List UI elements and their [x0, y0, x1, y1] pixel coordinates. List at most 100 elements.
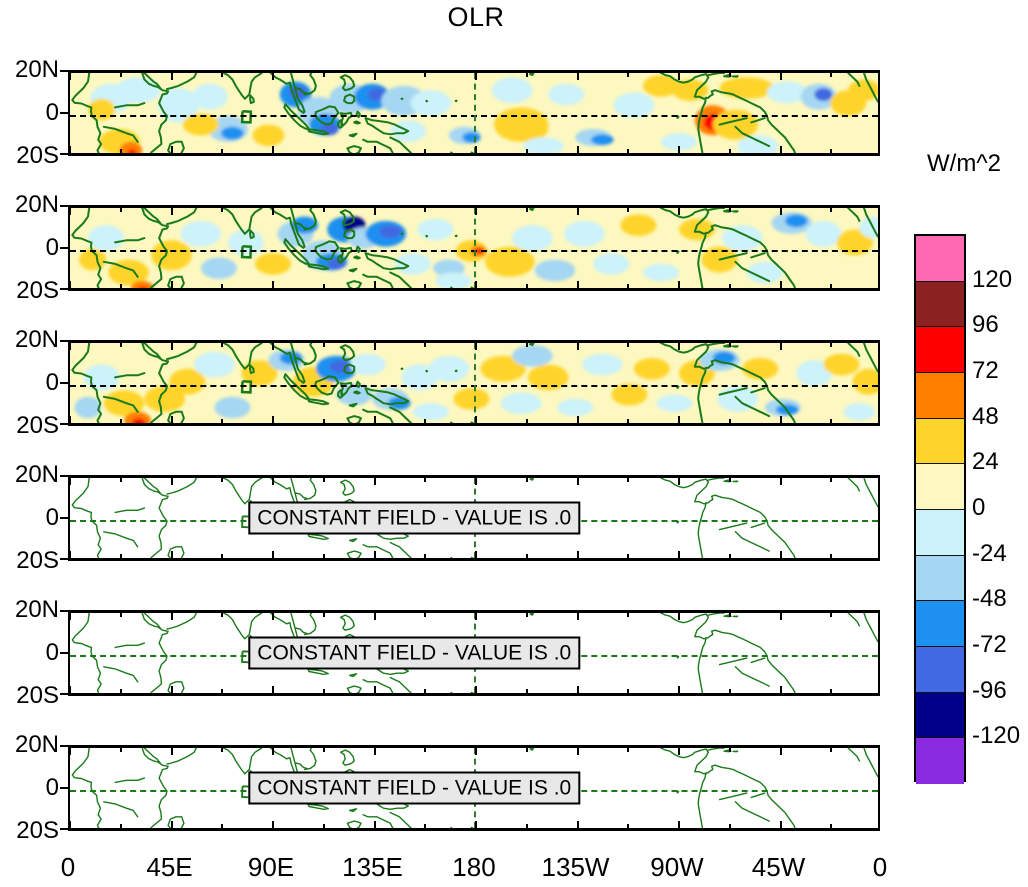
x-tick-mark	[830, 73, 833, 77]
x-tick-mark	[830, 689, 833, 693]
colorbar-segment-6	[916, 509, 964, 556]
x-tick-mark	[119, 73, 122, 77]
x-tick-mark	[830, 613, 833, 617]
x-tick-mark	[779, 748, 782, 755]
x-axis-label-4: 180	[452, 852, 496, 882]
x-tick-mark	[830, 343, 833, 347]
x-tick-mark	[576, 416, 579, 423]
x-tick-mark	[322, 748, 325, 752]
x-tick-mark	[170, 478, 173, 485]
y-axis-label-0: 0	[45, 774, 59, 801]
x-axis-label-3: 135E	[342, 852, 403, 882]
map-canvas-4[interactable]: CONSTANT FIELD - VALUE IS .0	[68, 475, 880, 561]
x-tick-mark	[272, 478, 274, 485]
colorbar-segment-11	[916, 738, 964, 784]
x-tick-mark	[272, 748, 274, 755]
colorbar-tick-2: 72	[972, 357, 999, 384]
x-tick-mark	[728, 554, 731, 558]
x-tick-mark	[373, 613, 376, 620]
y-tick-mark	[60, 247, 69, 249]
x-tick-mark	[322, 284, 325, 288]
x-tick-mark	[170, 343, 173, 350]
map-canvas-2[interactable]	[68, 205, 880, 291]
x-tick-mark	[475, 208, 477, 215]
x-tick-mark	[830, 824, 833, 828]
x-tick-mark	[627, 343, 630, 347]
colorbar-segment-3	[916, 372, 964, 419]
x-tick-mark	[576, 343, 579, 350]
x-tick-mark	[525, 613, 528, 617]
map-canvas-3[interactable]	[68, 340, 880, 426]
x-tick-mark	[728, 824, 731, 828]
x-tick-mark	[627, 554, 630, 558]
colorbar[interactable]	[914, 234, 966, 784]
x-tick-mark	[70, 281, 71, 288]
map-canvas-5[interactable]: CONSTANT FIELD - VALUE IS .0	[68, 610, 880, 696]
x-tick-mark	[576, 478, 579, 485]
x-tick-mark	[779, 208, 782, 215]
x-tick-mark	[576, 73, 579, 80]
x-tick-mark	[272, 146, 274, 153]
x-tick-mark	[373, 551, 376, 558]
x-tick-mark	[678, 343, 680, 350]
x-tick-mark	[525, 554, 528, 558]
x-tick-mark	[373, 281, 376, 288]
x-tick-mark	[373, 343, 376, 350]
y-tick-mark	[60, 205, 69, 207]
dateline-marker	[474, 343, 476, 423]
colorbar-segment-8	[916, 601, 964, 647]
x-tick-mark	[70, 343, 71, 350]
x-tick-mark	[70, 146, 71, 153]
x-tick-mark	[322, 208, 325, 212]
x-tick-mark	[525, 343, 528, 347]
x-tick-mark	[70, 686, 71, 693]
x-tick-mark	[576, 281, 579, 288]
x-tick-mark	[525, 284, 528, 288]
x-tick-mark	[221, 419, 224, 423]
x-tick-mark	[678, 748, 680, 755]
x-tick-mark	[272, 551, 274, 558]
x-tick-mark	[322, 824, 325, 828]
x-tick-mark	[373, 748, 376, 755]
y-axis-label-0: 0	[45, 369, 59, 396]
x-tick-mark	[830, 208, 833, 212]
x-tick-mark	[779, 146, 782, 153]
colorbar-segment-7	[916, 555, 964, 602]
x-tick-mark	[728, 419, 731, 423]
x-tick-mark	[678, 551, 680, 558]
x-tick-mark	[779, 613, 782, 620]
panel-header-1	[68, 41, 880, 68]
x-tick-mark	[678, 478, 680, 485]
x-tick-mark	[475, 343, 477, 350]
constant-field-note: CONSTANT FIELD - VALUE IS .0	[248, 636, 581, 670]
x-axis-label-6: 90W	[650, 852, 704, 882]
x-tick-mark	[576, 208, 579, 215]
x-tick-mark	[475, 613, 477, 620]
x-tick-mark	[475, 146, 477, 153]
x-tick-mark	[424, 748, 427, 752]
y-tick-mark	[60, 382, 69, 384]
x-axis-label-1: 45E	[146, 852, 193, 882]
x-tick-mark	[170, 281, 173, 288]
x-tick-mark	[170, 821, 173, 828]
x-tick-mark	[728, 689, 731, 693]
x-tick-mark	[170, 748, 173, 755]
x-tick-mark	[119, 824, 122, 828]
map-canvas-1[interactable]	[68, 70, 880, 156]
x-tick-mark	[272, 821, 274, 828]
x-tick-mark	[525, 478, 528, 482]
panel-header-4	[68, 446, 880, 473]
x-tick-mark	[424, 343, 427, 347]
map-canvas-6[interactable]: CONSTANT FIELD - VALUE IS .0	[68, 745, 880, 831]
x-tick-mark	[728, 208, 731, 212]
x-tick-mark	[119, 149, 122, 153]
x-tick-mark	[70, 416, 71, 423]
x-tick-mark	[779, 478, 782, 485]
panel-header-2	[68, 176, 880, 203]
x-tick-mark	[424, 478, 427, 482]
y-tick-mark	[60, 828, 69, 830]
x-tick-mark	[627, 689, 630, 693]
x-tick-mark	[779, 821, 782, 828]
y-axis-label-20s: 20S	[16, 547, 59, 574]
x-tick-mark	[678, 146, 680, 153]
